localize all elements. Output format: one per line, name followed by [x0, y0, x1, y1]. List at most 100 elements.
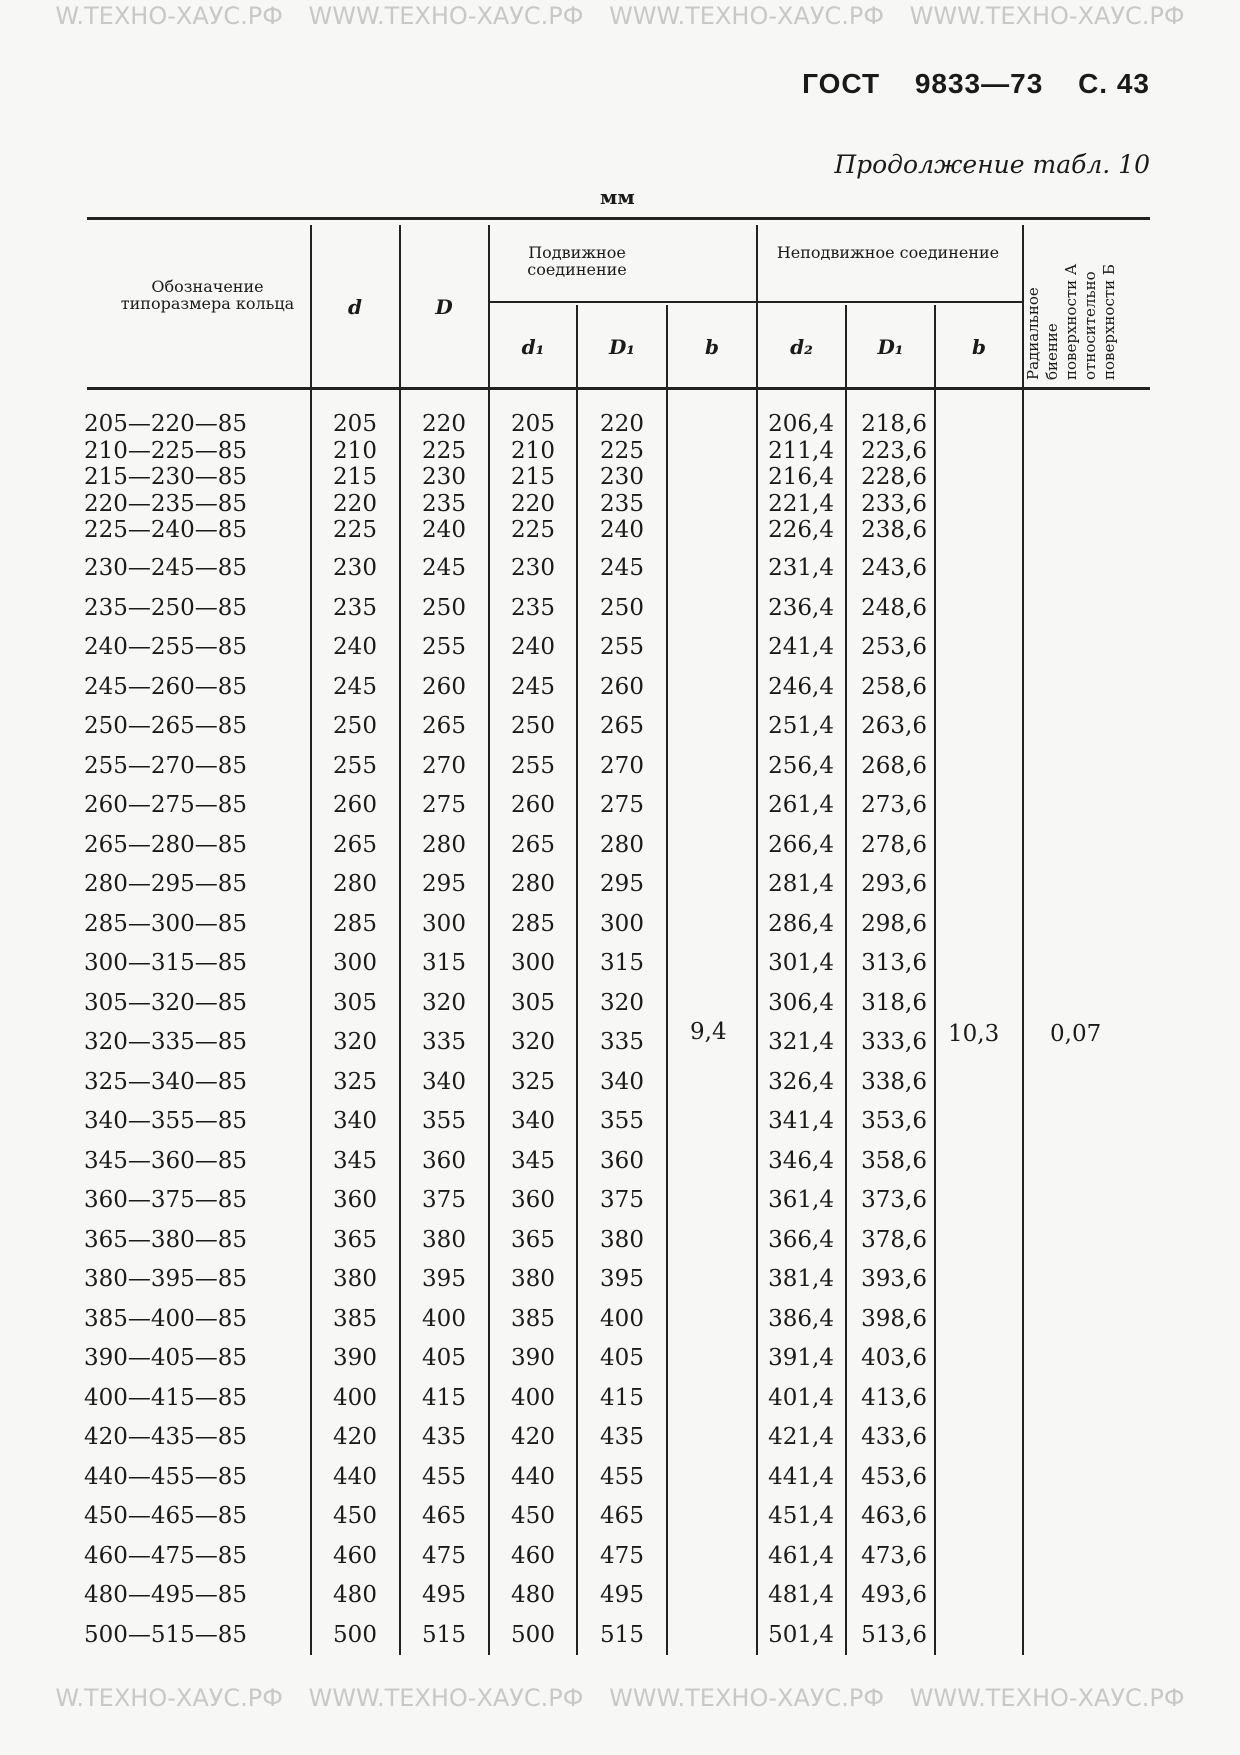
cell-D: 275 — [422, 792, 466, 818]
cell-designation: 300—315—85 — [84, 950, 248, 976]
cell-d2: 306,4 — [768, 989, 834, 1016]
cell-d: 440 — [333, 1463, 377, 1490]
column-divider — [576, 305, 578, 1655]
cell-D2: 493,6 — [861, 1582, 927, 1608]
header-b-movable: b — [705, 335, 719, 359]
cell-D: 260 — [422, 673, 466, 700]
cell-d: 240 — [333, 634, 377, 660]
cell-designation: 460—475—85 — [84, 1542, 248, 1569]
cell-d1: 215 — [511, 464, 555, 490]
cell-D1: 220 — [600, 411, 644, 437]
header-movable: Подвижное соединение — [527, 243, 627, 279]
cell-d1: 240 — [511, 634, 555, 660]
cell-D1: 495 — [600, 1582, 644, 1608]
cell-d2: 381,4 — [768, 1266, 834, 1292]
cell-d1: 210 — [511, 437, 555, 464]
cell-designation: 365—380—85 — [84, 1226, 248, 1253]
cell-d: 380 — [333, 1266, 377, 1292]
cell-D2: 318,6 — [861, 989, 927, 1016]
cell-D1: 355 — [600, 1108, 644, 1134]
cell-d2: 401,4 — [768, 1384, 834, 1411]
table-top-rule — [87, 217, 1150, 220]
column-divider — [488, 225, 490, 1655]
cell-D2: 268,6 — [861, 752, 927, 779]
cell-designation: 215—230—85 — [84, 464, 248, 490]
header-b-fixed: b — [972, 335, 986, 359]
cell-designation: 285—300—85 — [84, 910, 248, 937]
cell-d2: 281,4 — [768, 871, 834, 897]
cell-d2: 226,4 — [768, 517, 834, 543]
cell-d1: 480 — [511, 1582, 555, 1608]
cell-d1: 385 — [511, 1305, 555, 1332]
cell-designation: 380—395—85 — [84, 1266, 248, 1292]
cell-D2: 248,6 — [861, 594, 927, 621]
cell-d1: 460 — [511, 1542, 555, 1569]
cell-designation: 280—295—85 — [84, 871, 248, 897]
cell-designation: 320—335—85 — [84, 1029, 248, 1055]
column-divider — [399, 225, 401, 1655]
column-divider — [310, 225, 312, 1655]
cell-d1: 235 — [511, 594, 555, 621]
cell-D2: 253,6 — [861, 634, 927, 660]
cell-d: 365 — [333, 1226, 377, 1253]
cell-d1: 325 — [511, 1068, 555, 1095]
cell-D: 355 — [422, 1108, 466, 1134]
cell-d: 265 — [333, 831, 377, 858]
cell-d2: 326,4 — [768, 1068, 834, 1095]
cell-D2: 273,6 — [861, 792, 927, 818]
cell-D: 250 — [422, 594, 466, 621]
cell-d2: 231,4 — [768, 555, 834, 581]
merged-radial: 0,07 — [1050, 1021, 1102, 1047]
cell-d1: 225 — [511, 517, 555, 543]
cell-d: 305 — [333, 989, 377, 1016]
cell-d2: 341,4 — [768, 1108, 834, 1134]
cell-designation: 400—415—85 — [84, 1384, 248, 1411]
cell-D1: 280 — [600, 831, 644, 858]
cell-d1: 305 — [511, 989, 555, 1016]
cell-designation: 360—375—85 — [84, 1187, 248, 1213]
cell-d2: 286,4 — [768, 910, 834, 937]
header-d: d — [348, 295, 362, 319]
cell-d: 205 — [333, 411, 377, 437]
header-radial: Радиальное биение поверхности А относите… — [1024, 228, 1149, 383]
cell-D1: 415 — [600, 1384, 644, 1411]
cell-D2: 238,6 — [861, 517, 927, 543]
cell-D1: 225 — [600, 437, 644, 464]
cell-d1: 265 — [511, 831, 555, 858]
cell-designation: 250—265—85 — [84, 713, 248, 739]
cell-d2: 261,4 — [768, 792, 834, 818]
cell-d: 250 — [333, 713, 377, 739]
cell-d2: 206,4 — [768, 411, 834, 437]
cell-D: 240 — [422, 517, 466, 543]
cell-D1: 275 — [600, 792, 644, 818]
cell-d2: 301,4 — [768, 950, 834, 976]
cell-D: 495 — [422, 1582, 466, 1608]
cell-D2: 298,6 — [861, 910, 927, 937]
cell-D2: 293,6 — [861, 871, 927, 897]
cell-d2: 451,4 — [768, 1503, 834, 1529]
cell-D2: 473,6 — [861, 1542, 927, 1569]
cell-d2: 481,4 — [768, 1582, 834, 1608]
cell-d2: 321,4 — [768, 1029, 834, 1055]
cell-d: 500 — [333, 1621, 377, 1648]
cell-designation: 260—275—85 — [84, 792, 248, 818]
cell-d: 480 — [333, 1582, 377, 1608]
column-divider — [666, 305, 668, 1655]
cell-D1: 245 — [600, 555, 644, 581]
cell-D: 225 — [422, 437, 466, 464]
cell-d: 280 — [333, 871, 377, 897]
cell-D: 300 — [422, 910, 466, 937]
page-header: ГОСТ 9833—73 С. 43 — [776, 68, 1150, 100]
cell-d2: 421,4 — [768, 1424, 834, 1450]
cell-designation: 305—320—85 — [84, 989, 248, 1016]
cell-D: 235 — [422, 490, 466, 517]
cell-d: 345 — [333, 1147, 377, 1174]
cell-d: 460 — [333, 1542, 377, 1569]
cell-d1: 340 — [511, 1108, 555, 1134]
page-number: С. 43 — [1078, 68, 1150, 99]
cell-designation: 205—220—85 — [84, 411, 248, 437]
cell-D2: 353,6 — [861, 1108, 927, 1134]
units-label: мм — [600, 185, 635, 209]
cell-d: 210 — [333, 437, 377, 464]
cell-designation: 325—340—85 — [84, 1068, 248, 1095]
